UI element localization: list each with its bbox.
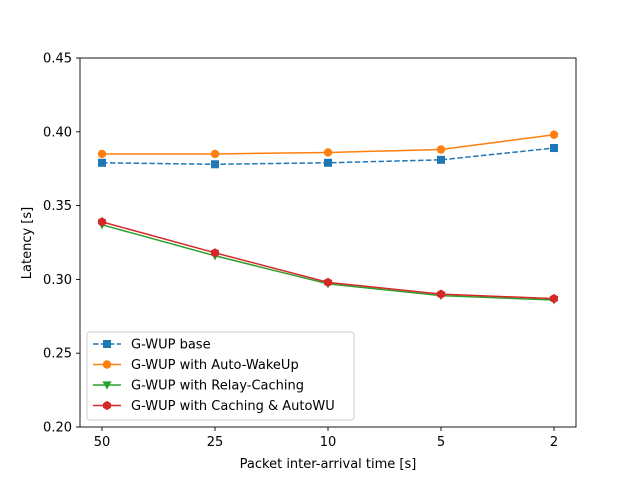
y-axis-label: Latency [s] [20,207,35,279]
legend-box [86,331,355,421]
series-2 [97,130,559,159]
legend-marker [102,360,112,369]
x-tick-label: 50 [94,435,111,450]
data-point [324,158,332,167]
x-axis-label: Packet inter-arrival time [s] [240,457,417,472]
data-point [211,160,219,169]
data-point [550,144,558,153]
legend-label: G-WUP with Auto-WakeUp [131,358,299,373]
data-point [550,293,558,304]
x-tick-label: 2 [550,435,558,450]
data-point [98,217,106,227]
y-tick-label: 0.40 [43,125,72,140]
x-tick-label: 5 [437,435,445,450]
data-point [97,149,107,159]
legend-marker [102,381,112,390]
legend-entry: G-WUP with Caching & AutoWU [93,399,335,414]
legend-marker [103,400,111,411]
series-4 [98,217,558,304]
y-tick-label: 0.45 [43,52,72,67]
legend-label: G-WUP with Relay-Caching [131,379,304,394]
data-point [437,289,445,299]
data-point [324,277,332,287]
x-tick-label: 25 [207,435,224,450]
x-tick-label: 10 [320,435,337,450]
y-tick-label: 0.25 [43,347,72,362]
legend: G-WUP base G-WUP with Auto-WakeUp G-WUP wi… [86,331,355,421]
data-point [549,130,559,139]
y-tick-label: 0.35 [43,199,72,214]
data-point [211,248,219,258]
axis-ticks: 0.20 0.25 0.30 0.35 0.40 0.45 50 25 10 5 2 [43,52,558,451]
series-1 [98,144,558,169]
y-tick-label: 0.20 [43,421,72,436]
plot-area [79,57,577,428]
legend-label: G-WUP with Caching & AutoWU [131,399,335,414]
legend-entry: G-WUP base [93,338,211,353]
data-point [210,149,220,159]
legend-marker [103,340,111,348]
legend-entry: G-WUP with Auto-WakeUp [93,358,299,373]
y-tick-label: 0.30 [43,273,72,288]
legend-label: G-WUP base [131,338,211,353]
data-point [98,158,106,167]
data-point [436,145,446,154]
data-point [437,155,445,164]
data-point [323,148,333,157]
legend-entry: G-WUP with Relay-Caching [93,379,304,394]
